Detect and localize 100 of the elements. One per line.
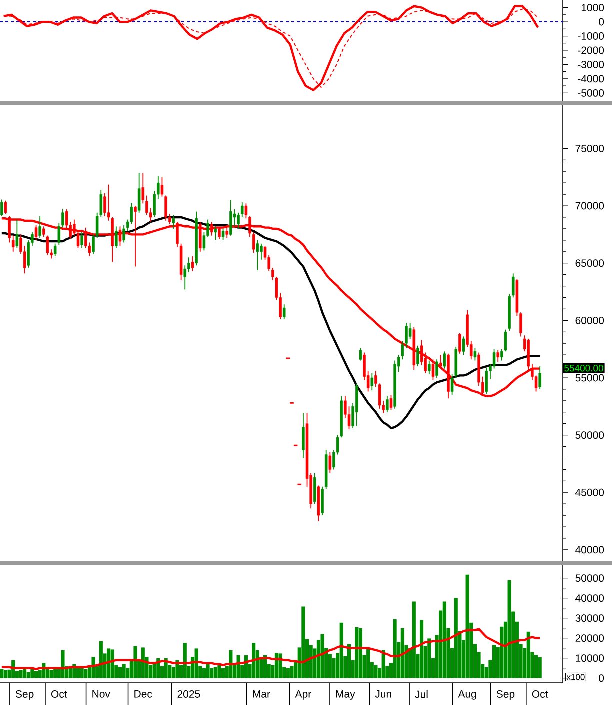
bar [492, 645, 496, 678]
bar [4, 670, 8, 678]
candlestick [0, 199, 4, 217]
y-tick-label: -4000 [578, 75, 604, 83]
bar [382, 650, 386, 678]
candlestick [164, 195, 168, 222]
candlestick [241, 202, 244, 218]
candlestick [104, 192, 106, 217]
candlestick [226, 225, 228, 239]
bar [347, 644, 352, 678]
bar [206, 664, 210, 678]
bar [141, 648, 145, 678]
bar [68, 668, 72, 678]
candlestick [386, 396, 389, 413]
candlestick [496, 350, 500, 362]
candlestick [405, 322, 408, 349]
y-tick-label: 50000 [576, 574, 604, 582]
bar [50, 670, 54, 678]
candlestick [184, 265, 186, 290]
candlestick [485, 367, 488, 394]
bar [400, 628, 404, 678]
candlestick [62, 209, 64, 228]
candlestick [256, 240, 260, 271]
y-tick-label: 10000 [576, 654, 604, 662]
candlestick [252, 232, 256, 254]
bar [110, 650, 114, 678]
bar [183, 643, 187, 678]
bar [412, 602, 416, 678]
y-tick-label: -1000 [578, 32, 604, 40]
y-tick-label: 45000 [576, 488, 604, 496]
candlestick [142, 172, 145, 204]
y-tick-label: 20000 [576, 634, 604, 642]
candlestick [191, 256, 194, 272]
bar [202, 668, 206, 678]
candlestick [474, 348, 477, 362]
bar [252, 643, 256, 678]
bar [54, 669, 58, 678]
candlestick [115, 226, 118, 249]
x-tick-label: Sep [16, 690, 34, 700]
candlestick [302, 413, 305, 459]
bar [442, 602, 446, 678]
candlestick [416, 345, 420, 367]
candlestick [439, 354, 442, 370]
candlestick [390, 394, 393, 411]
candlestick [210, 222, 214, 236]
bar [454, 598, 458, 678]
bar [358, 628, 362, 678]
candlestick [260, 243, 263, 260]
bar [374, 665, 378, 678]
y-tick-label: 40000 [576, 546, 604, 554]
bar [526, 632, 530, 678]
candlestick [428, 360, 431, 375]
x-tick-label: Mar [253, 690, 270, 698]
bar [278, 654, 282, 678]
bar [466, 574, 470, 678]
candlestick [359, 348, 362, 362]
x-tick-label: Nov [92, 690, 110, 698]
bar [214, 667, 218, 678]
bar [340, 622, 344, 678]
bar [19, 670, 23, 678]
y-tick-label: 0 [599, 18, 604, 26]
candlestick [462, 336, 466, 356]
candlestick [512, 273, 515, 298]
y-tick-label: 70000 [576, 202, 604, 210]
y-tick-label: 65000 [576, 260, 604, 268]
candlestick [436, 359, 438, 378]
bar [286, 668, 290, 678]
candlestick [138, 172, 141, 214]
candlestick [92, 234, 95, 255]
candlestick [214, 226, 218, 241]
y-tick-label: 1000 [582, 4, 604, 12]
bar [106, 648, 111, 678]
candlestick [34, 225, 38, 241]
x-tick-label: Oct [51, 690, 68, 698]
bar [538, 657, 542, 678]
bar [84, 669, 88, 678]
candlestick [16, 219, 19, 249]
bar [302, 606, 306, 678]
y-tick-label: -3000 [578, 61, 604, 68]
candlestick [432, 359, 435, 381]
candlestick [58, 222, 61, 246]
bar [0, 669, 4, 678]
candlestick [370, 372, 374, 392]
candlestick [160, 176, 164, 198]
bar [320, 634, 324, 678]
bar [366, 648, 370, 678]
candlestick [520, 312, 522, 338]
candlestick [222, 228, 225, 241]
y-tick-label: 60000 [576, 316, 604, 324]
bar [508, 580, 512, 678]
y-tick-label: 30000 [576, 614, 604, 622]
candlestick [282, 304, 286, 320]
y-tick-label: 50000 [576, 432, 604, 440]
bar [34, 671, 38, 678]
candlestick [4, 200, 8, 214]
text: 55400.00 [564, 364, 604, 372]
bar [355, 627, 359, 678]
bar [221, 668, 226, 678]
candlestick [458, 332, 462, 354]
bar [118, 667, 122, 678]
